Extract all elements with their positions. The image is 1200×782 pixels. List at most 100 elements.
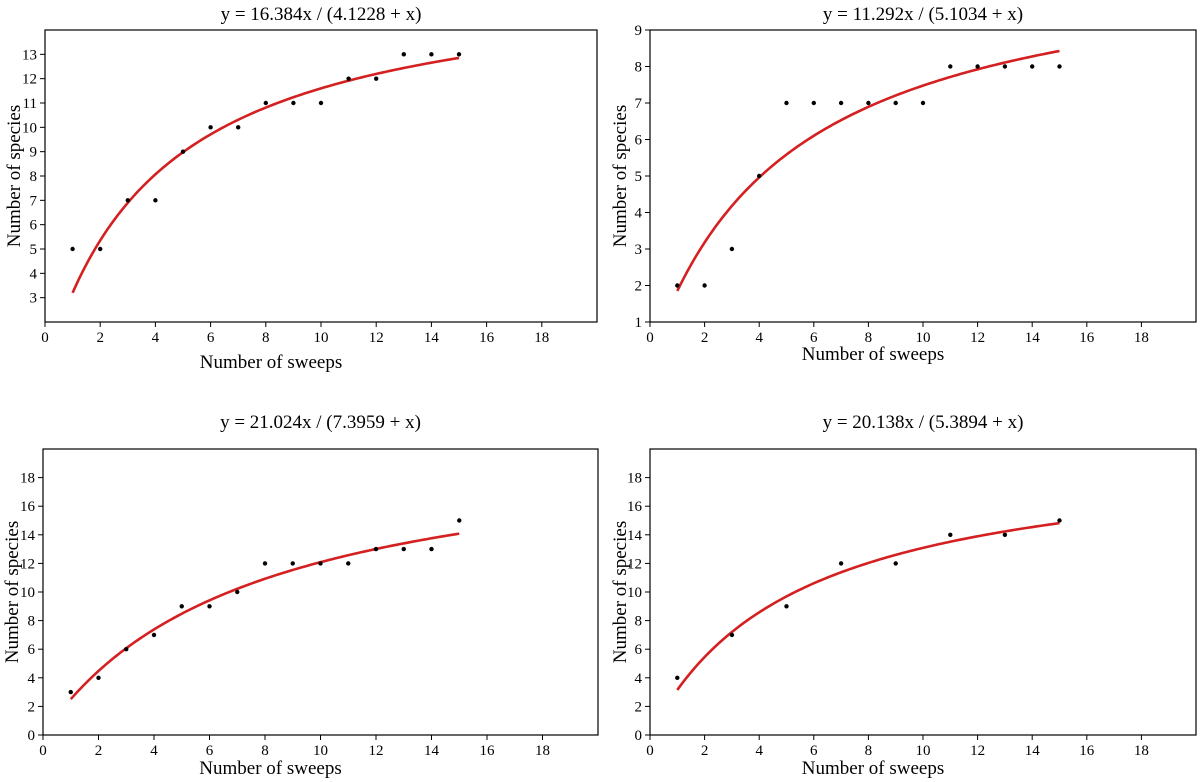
data-point bbox=[236, 125, 241, 130]
data-point bbox=[374, 76, 379, 81]
y-axis-label: Number of species bbox=[2, 521, 23, 663]
data-point bbox=[838, 100, 844, 106]
x-tick-label: 6 bbox=[810, 743, 818, 759]
y-tick-label: 14 bbox=[627, 528, 643, 544]
y-axis-label: Number of species bbox=[610, 105, 631, 247]
y-tick-label: 10 bbox=[20, 585, 35, 601]
x-tick-label: 12 bbox=[970, 330, 985, 346]
x-tick-label: 14 bbox=[1025, 743, 1041, 759]
x-tick-label: 4 bbox=[150, 743, 158, 759]
data-point bbox=[125, 198, 130, 203]
y-axis-label: Number of species bbox=[4, 105, 25, 247]
y-tick-label: 0 bbox=[635, 728, 643, 744]
y-tick-label: 12 bbox=[22, 72, 37, 88]
data-point bbox=[98, 246, 103, 252]
x-tick-label: 18 bbox=[534, 330, 549, 346]
x-tick-label: 2 bbox=[95, 743, 103, 759]
data-point bbox=[68, 689, 73, 695]
plot-frame bbox=[42, 448, 599, 736]
y-tick-label: 13 bbox=[22, 47, 37, 63]
data-point bbox=[179, 604, 184, 609]
y-tick-label: 10 bbox=[627, 585, 642, 601]
data-point bbox=[124, 647, 129, 652]
data-point bbox=[893, 100, 898, 106]
y-tick-label: 2 bbox=[28, 699, 36, 715]
chart-title: y = 21.024x / (7.3959 + x) bbox=[220, 412, 421, 433]
y-tick-label: 0 bbox=[28, 728, 36, 744]
plot-frame bbox=[649, 448, 1197, 736]
data-point bbox=[153, 198, 158, 203]
plot-frame bbox=[44, 29, 598, 323]
y-tick-label: 6 bbox=[28, 642, 36, 658]
y-tick-label: 3 bbox=[635, 242, 643, 258]
data-point bbox=[784, 604, 789, 609]
y-tick-label: 8 bbox=[635, 614, 643, 630]
data-point bbox=[151, 632, 157, 638]
x-tick-label: 10 bbox=[314, 330, 329, 346]
x-tick-label: 14 bbox=[424, 330, 440, 346]
data-point bbox=[373, 546, 379, 552]
y-tick-label: 2 bbox=[635, 279, 643, 295]
y-tick-label: 4 bbox=[635, 206, 643, 222]
y-tick-label: 16 bbox=[627, 499, 643, 515]
plot-frame bbox=[649, 29, 1197, 323]
x-tick-label: 12 bbox=[970, 743, 985, 759]
chart-panel-1: y = 16.384x / (4.1228 + x) 0 2 4 6 8 10 12 14 16 1… bbox=[4, 4, 598, 373]
x-tick-label: 2 bbox=[96, 330, 104, 346]
x-tick-label: 12 bbox=[369, 330, 384, 346]
x-axis-label: Number of sweeps bbox=[802, 758, 944, 779]
data-point bbox=[318, 100, 324, 106]
y-tick-label: 7 bbox=[635, 96, 643, 112]
x-tick-label: 0 bbox=[646, 330, 654, 346]
y-tick-label: 18 bbox=[627, 471, 642, 487]
data-point bbox=[208, 125, 213, 130]
data-point bbox=[1057, 64, 1062, 69]
fit-curve bbox=[69, 532, 460, 701]
x-tick-label: 18 bbox=[1134, 743, 1149, 759]
x-tick-label: 12 bbox=[369, 743, 384, 759]
data-point bbox=[235, 589, 240, 595]
chart-panel-2: y = 11.292x / (5.1034 + x)0 2 4 6 8 10 12 14 16 1… bbox=[610, 4, 1197, 365]
data-point bbox=[1002, 64, 1008, 69]
data-point bbox=[1030, 64, 1035, 69]
data-point bbox=[866, 100, 871, 106]
y-tick-label: 5 bbox=[30, 242, 38, 258]
x-tick-label: 0 bbox=[39, 743, 47, 759]
data-point bbox=[784, 100, 789, 106]
data-point bbox=[729, 632, 735, 638]
x-tick-label: 4 bbox=[152, 330, 160, 346]
data-point bbox=[401, 546, 406, 552]
chart-panel-3: y = 21.024x / (7.3959 + x) 0 2 4 6 8 10 12 14 16 1… bbox=[2, 412, 599, 779]
data-point bbox=[948, 532, 953, 537]
data-point bbox=[263, 100, 268, 106]
y-tick-label: 11 bbox=[23, 96, 37, 112]
data-point bbox=[429, 546, 434, 552]
fit-curve bbox=[676, 49, 1060, 292]
chart-title: y = 16.384x / (4.1228 + x) bbox=[221, 4, 422, 25]
data-point bbox=[702, 283, 707, 288]
data-point bbox=[346, 561, 351, 566]
data-point bbox=[70, 246, 75, 252]
x-tick-label: 18 bbox=[535, 743, 550, 759]
y-tick-label: 5 bbox=[635, 169, 643, 185]
y-tick-label: 8 bbox=[28, 614, 36, 630]
y-axis-label: Number of species bbox=[610, 521, 631, 663]
x-tick-label: 14 bbox=[1025, 330, 1041, 346]
data-point bbox=[318, 561, 323, 566]
data-point bbox=[920, 100, 926, 106]
y-tick-label: 4 bbox=[30, 266, 38, 282]
data-point bbox=[291, 100, 296, 106]
x-tick-label: 10 bbox=[313, 743, 328, 759]
data-point bbox=[975, 64, 980, 69]
data-point bbox=[1057, 518, 1062, 523]
data-point bbox=[457, 518, 462, 523]
x-tick-label: 14 bbox=[424, 743, 440, 759]
y-tick-label: 16 bbox=[20, 499, 36, 515]
data-point bbox=[675, 283, 680, 288]
data-point bbox=[401, 52, 406, 57]
data-point bbox=[838, 561, 844, 566]
fit-curve bbox=[71, 56, 460, 294]
y-tick-label: 4 bbox=[635, 671, 643, 687]
data-point bbox=[893, 561, 898, 566]
